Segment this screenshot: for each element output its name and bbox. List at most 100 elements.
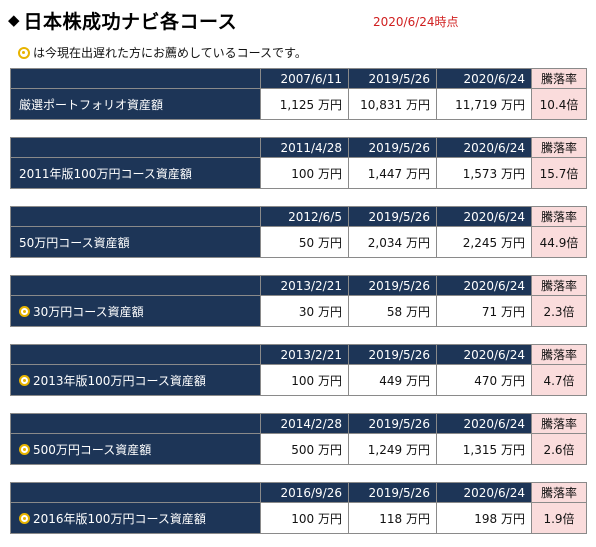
header-blank-cell [10,413,261,434]
date-header-cell: 2007/6/11 [260,68,349,89]
as-of-date: 2020/6/24時点 [373,15,459,29]
asset-value: 10,831 [360,97,403,112]
date-header-cell: 2013/2/21 [260,275,349,296]
unit-label: 万円 [317,442,342,457]
page-title: 日本株成功ナビ各コース [23,10,238,33]
date-header-cell: 2014/2/28 [260,413,349,434]
asset-value-cell: 58 万円 [348,295,437,327]
unit-label: 万円 [500,442,525,457]
rate-value-cell: 15.7倍 [531,157,587,189]
rate-value-cell: 44.9倍 [531,226,587,258]
unit-label: 万円 [405,442,430,457]
asset-value: 50 [298,235,315,250]
course-table: 2007/6/11 2019/5/26 2020/6/24 騰落率厳選ポートフォリオ資… [10,68,587,120]
asset-value-cell: 100 万円 [260,502,349,534]
asset-value: 1,573 [462,166,498,181]
asset-value-cell: 50 万円 [260,226,349,258]
asset-value-cell: 470 万円 [436,364,532,396]
asset-value: 470 [474,373,498,388]
header-blank-cell [10,275,261,296]
unit-label: 万円 [500,97,525,112]
unit-label: 万円 [317,511,342,526]
asset-value-cell: 118 万円 [348,502,437,534]
date-header-cell: 2019/5/26 [348,137,437,158]
recommendation-note: は今現在出遅れた方にお薦めしているコースです。 [18,44,307,61]
date-header-cell: 2019/5/26 [348,413,437,434]
date-header-cell: 2019/5/26 [348,275,437,296]
date-header-cell: 2013/2/21 [260,344,349,365]
double-circle-icon [19,443,30,455]
unit-label: 万円 [317,166,342,181]
date-header-cell: 2020/6/24 [436,344,532,365]
date-header-cell: 2012/6/5 [260,206,349,227]
course-label: 50万円コース資産額 [19,235,130,250]
asset-value-cell: 71 万円 [436,295,532,327]
rate-value-cell: 4.7倍 [531,364,587,396]
asset-value-cell: 1,249 万円 [348,433,437,465]
asset-value-cell: 1,315 万円 [436,433,532,465]
rate-header-cell: 騰落率 [531,344,587,365]
date-header-cell: 2020/6/24 [436,68,532,89]
course-label-cell: 2016年版100万円コース資産額 [10,502,261,534]
asset-value: 1,315 [462,442,498,457]
date-header-cell: 2020/6/24 [436,413,532,434]
asset-value-cell: 11,719 万円 [436,88,532,120]
asset-value: 2,245 [462,235,498,250]
asset-value: 100 [291,373,315,388]
date-header-cell: 2019/5/26 [348,68,437,89]
double-circle-icon [19,374,30,386]
course-label: 2013年版100万円コース資産額 [33,373,206,388]
date-header-cell: 2016/9/26 [260,482,349,503]
course-label: 30万円コース資産額 [33,304,144,319]
course-table: 2013/2/21 2019/5/26 2020/6/24 騰落率 30万円コース資産額… [10,275,587,327]
diamond-icon: ◆ [8,11,20,29]
asset-value-cell: 1,447 万円 [348,157,437,189]
asset-value: 118 [379,511,403,526]
asset-value-cell: 100 万円 [260,157,349,189]
date-header-cell: 2020/6/24 [436,137,532,158]
rate-header-cell: 騰落率 [531,413,587,434]
asset-value-cell: 2,034 万円 [348,226,437,258]
asset-value-cell: 10,831 万円 [348,88,437,120]
double-circle-icon [18,46,30,59]
rate-header-cell: 騰落率 [531,68,587,89]
unit-label: 万円 [500,166,525,181]
course-label: 厳選ポートフォリオ資産額 [19,97,164,112]
course-label-cell: 2013年版100万円コース資産額 [10,364,261,396]
unit-label: 万円 [405,373,430,388]
unit-label: 万円 [405,304,430,319]
course-label-cell: 500万円コース資産額 [10,433,261,465]
rate-value-cell: 2.3倍 [531,295,587,327]
asset-value-cell: 2,245 万円 [436,226,532,258]
course-label: 500万円コース資産額 [33,442,152,457]
page-header: ◆ 日本株成功ナビ各コース [8,6,237,34]
asset-value-cell: 500 万円 [260,433,349,465]
unit-label: 万円 [405,511,430,526]
unit-label: 万円 [317,373,342,388]
course-label: 2011年版100万円コース資産額 [19,166,192,181]
unit-label: 万円 [405,97,430,112]
unit-label: 万円 [405,235,430,250]
date-header-cell: 2011/4/28 [260,137,349,158]
course-label-cell: 50万円コース資産額 [10,226,261,258]
asset-value: 1,447 [367,166,403,181]
unit-label: 万円 [317,235,342,250]
date-header-cell: 2020/6/24 [436,482,532,503]
header-blank-cell [10,68,261,89]
asset-value: 11,719 [455,97,498,112]
asset-value-cell: 1,125 万円 [260,88,349,120]
rate-value-cell: 1.9倍 [531,502,587,534]
asset-value-cell: 1,573 万円 [436,157,532,189]
asset-value: 1,249 [367,442,403,457]
course-label-cell: 厳選ポートフォリオ資産額 [10,88,261,120]
date-header-cell: 2019/5/26 [348,482,437,503]
header-blank-cell [10,206,261,227]
double-circle-icon [19,305,30,317]
unit-label: 万円 [317,97,342,112]
course-label: 2016年版100万円コース資産額 [33,511,206,526]
date-header-cell: 2019/5/26 [348,344,437,365]
course-table: 2011/4/28 2019/5/26 2020/6/24 騰落率 2011年版100万… [10,137,587,189]
header-blank-cell [10,482,261,503]
asset-value: 58 [386,304,403,319]
course-table: 2016/9/26 2019/5/26 2020/6/24 騰落率 2016年版100万… [10,482,587,534]
